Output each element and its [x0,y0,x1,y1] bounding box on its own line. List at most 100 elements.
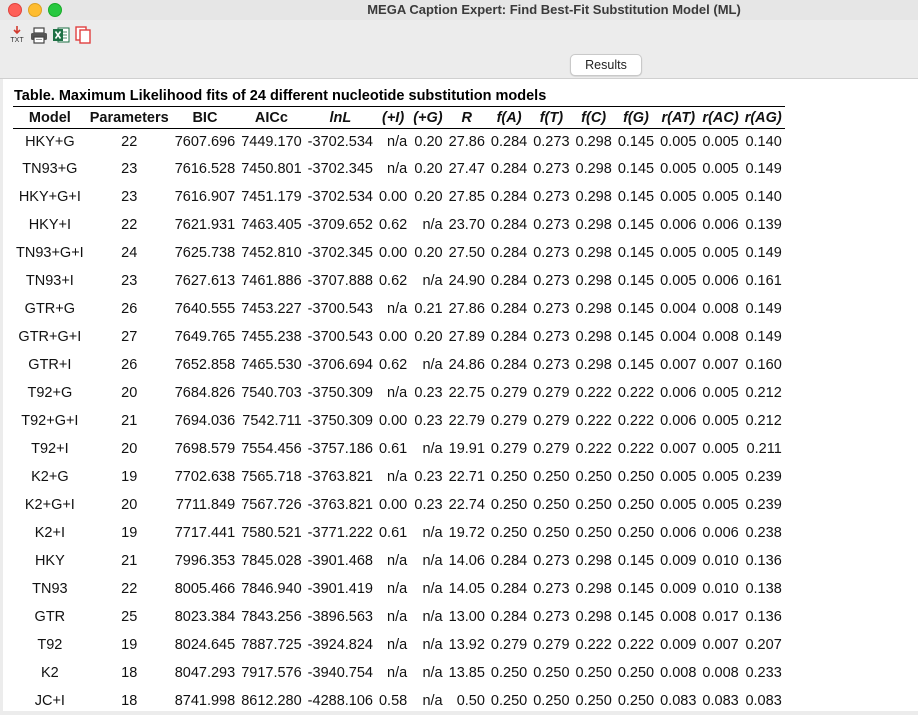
table-row: K2+G 19 7702.638 7565.718 -3763.821 n/a 0.23 22… [13,463,785,491]
table-cell: 7449.170 [241,134,302,150]
table-cell: 0.20 [414,189,443,205]
table-cell: 0.160 [745,357,782,373]
maximize-window-button[interactable] [48,3,62,17]
table-cell: 7461.886 [241,273,302,289]
table-cell: 7554.456 [241,441,302,457]
table-cell: 0.284 [490,553,528,569]
table-cell: 0.284 [490,245,528,261]
table-cell: 0.284 [490,134,528,150]
table-cell: 24.90 [448,273,485,289]
table-cell: 0.273 [533,609,570,625]
minimize-window-button[interactable] [28,3,42,17]
table-cell: 8023.384 [174,609,236,625]
table-cell: 26 [121,357,138,373]
header-aicc: AICc [238,106,305,129]
table-cell: 0.005 [702,413,739,429]
table-cell: 0.222 [617,441,655,457]
excel-export-button[interactable] [51,25,71,45]
table-cell: 0.010 [702,581,739,597]
table-cell: 0.20 [414,329,443,345]
table-cell: 0.005 [660,189,697,205]
table-cell: 7845.028 [241,553,302,569]
table-row: TN93+I 23 7627.613 7461.886 -3707.888 0.62 n/a… [13,267,785,295]
results-button[interactable]: Results [570,54,642,76]
table-cell: 0.211 [746,441,782,457]
table-row: K2+I 19 7717.441 7580.521 -3771.222 0.61 n/a 19… [13,519,785,547]
table-cell: 7453.227 [241,301,302,317]
table-cell: n/a [422,553,443,569]
model-cell: HKY+G+I [18,189,81,205]
header-ft: f(T) [530,106,573,129]
table-cell: 0.58 [378,693,408,709]
table-cell: 0.005 [702,497,739,513]
table-cell: -3700.543 [307,301,373,317]
txt-export-button[interactable]: TXT [7,25,27,45]
table-cell: 0.279 [533,413,570,429]
table-cell: 22 [121,134,138,150]
table-cell: 0.083 [660,693,697,709]
table-cell: 7649.765 [174,329,236,345]
table-cell: 22.71 [448,469,485,485]
table-cell: 0.284 [490,357,528,373]
table-cell: 22.79 [448,413,485,429]
table-cell: 27.89 [448,329,485,345]
table-cell: 0.145 [617,217,655,233]
table-cell: 7451.179 [241,189,302,205]
table-cell: 0.298 [575,301,612,317]
table-cell: 13.92 [448,637,485,653]
table-cell: n/a [387,385,408,401]
table-cell: 7996.353 [174,553,236,569]
table-cell: 0.284 [490,217,528,233]
table-cell: 0.212 [745,413,782,429]
close-window-button[interactable] [8,3,22,17]
table-cell: 20 [121,441,138,457]
table-cell: 7567.726 [241,497,302,513]
table-cell: 13.00 [448,609,485,625]
table-cell: 27.50 [448,245,485,261]
table-cell: 0.250 [533,497,570,513]
table-cell: n/a [422,273,443,289]
copy-button[interactable] [73,25,93,45]
model-cell: K2+I [34,525,65,541]
table-cell: 0.136 [745,553,782,569]
table-cell: 0.298 [575,245,612,261]
table-cell: 0.136 [745,609,782,625]
table-cell: n/a [422,609,443,625]
table-cell: -4288.106 [307,693,373,709]
table-cell: 0.008 [702,665,739,681]
table-cell: 0.239 [745,497,782,513]
table-cell: n/a [422,217,443,233]
model-cell: TN93+I [25,273,74,289]
table-cell: n/a [422,693,443,709]
table-cell: 0.250 [575,469,612,485]
table-cell: 0.222 [617,385,655,401]
table-cell: 23 [121,161,138,177]
table-cell: 24.86 [448,357,485,373]
table-cell: 0.004 [660,301,697,317]
table-row: T92+G 20 7684.826 7540.703 -3750.309 n/a 0.23 2… [13,379,785,407]
table-cell: 0.298 [575,357,612,373]
table-cell: 0.20 [414,134,443,150]
table-cell: 0.140 [745,134,782,150]
table-cell: 0.250 [533,469,570,485]
table-cell: -3702.345 [307,161,373,177]
table-cell: 23 [121,189,138,205]
table-cell: n/a [422,441,443,457]
table-cell: 0.250 [617,665,655,681]
table-cell: 0.23 [414,385,443,401]
txt-export-icon: TXT [10,26,24,44]
table-cell: 18 [121,693,138,709]
table-cell: 0.004 [660,329,697,345]
table-cell: 0.250 [533,693,570,709]
table-cell: 0.279 [533,385,570,401]
table-cell: 0.23 [414,497,443,513]
table-cell: 19 [121,637,138,653]
table-cell: -3709.652 [307,217,373,233]
table-cell: -3771.222 [307,525,373,541]
table-cell: 0.005 [660,245,697,261]
print-button[interactable] [29,25,49,45]
table-cell: 0.006 [702,217,739,233]
table-cell: 0.005 [702,385,739,401]
table-cell: 8612.280 [241,693,302,709]
table-cell: 13.85 [448,665,485,681]
